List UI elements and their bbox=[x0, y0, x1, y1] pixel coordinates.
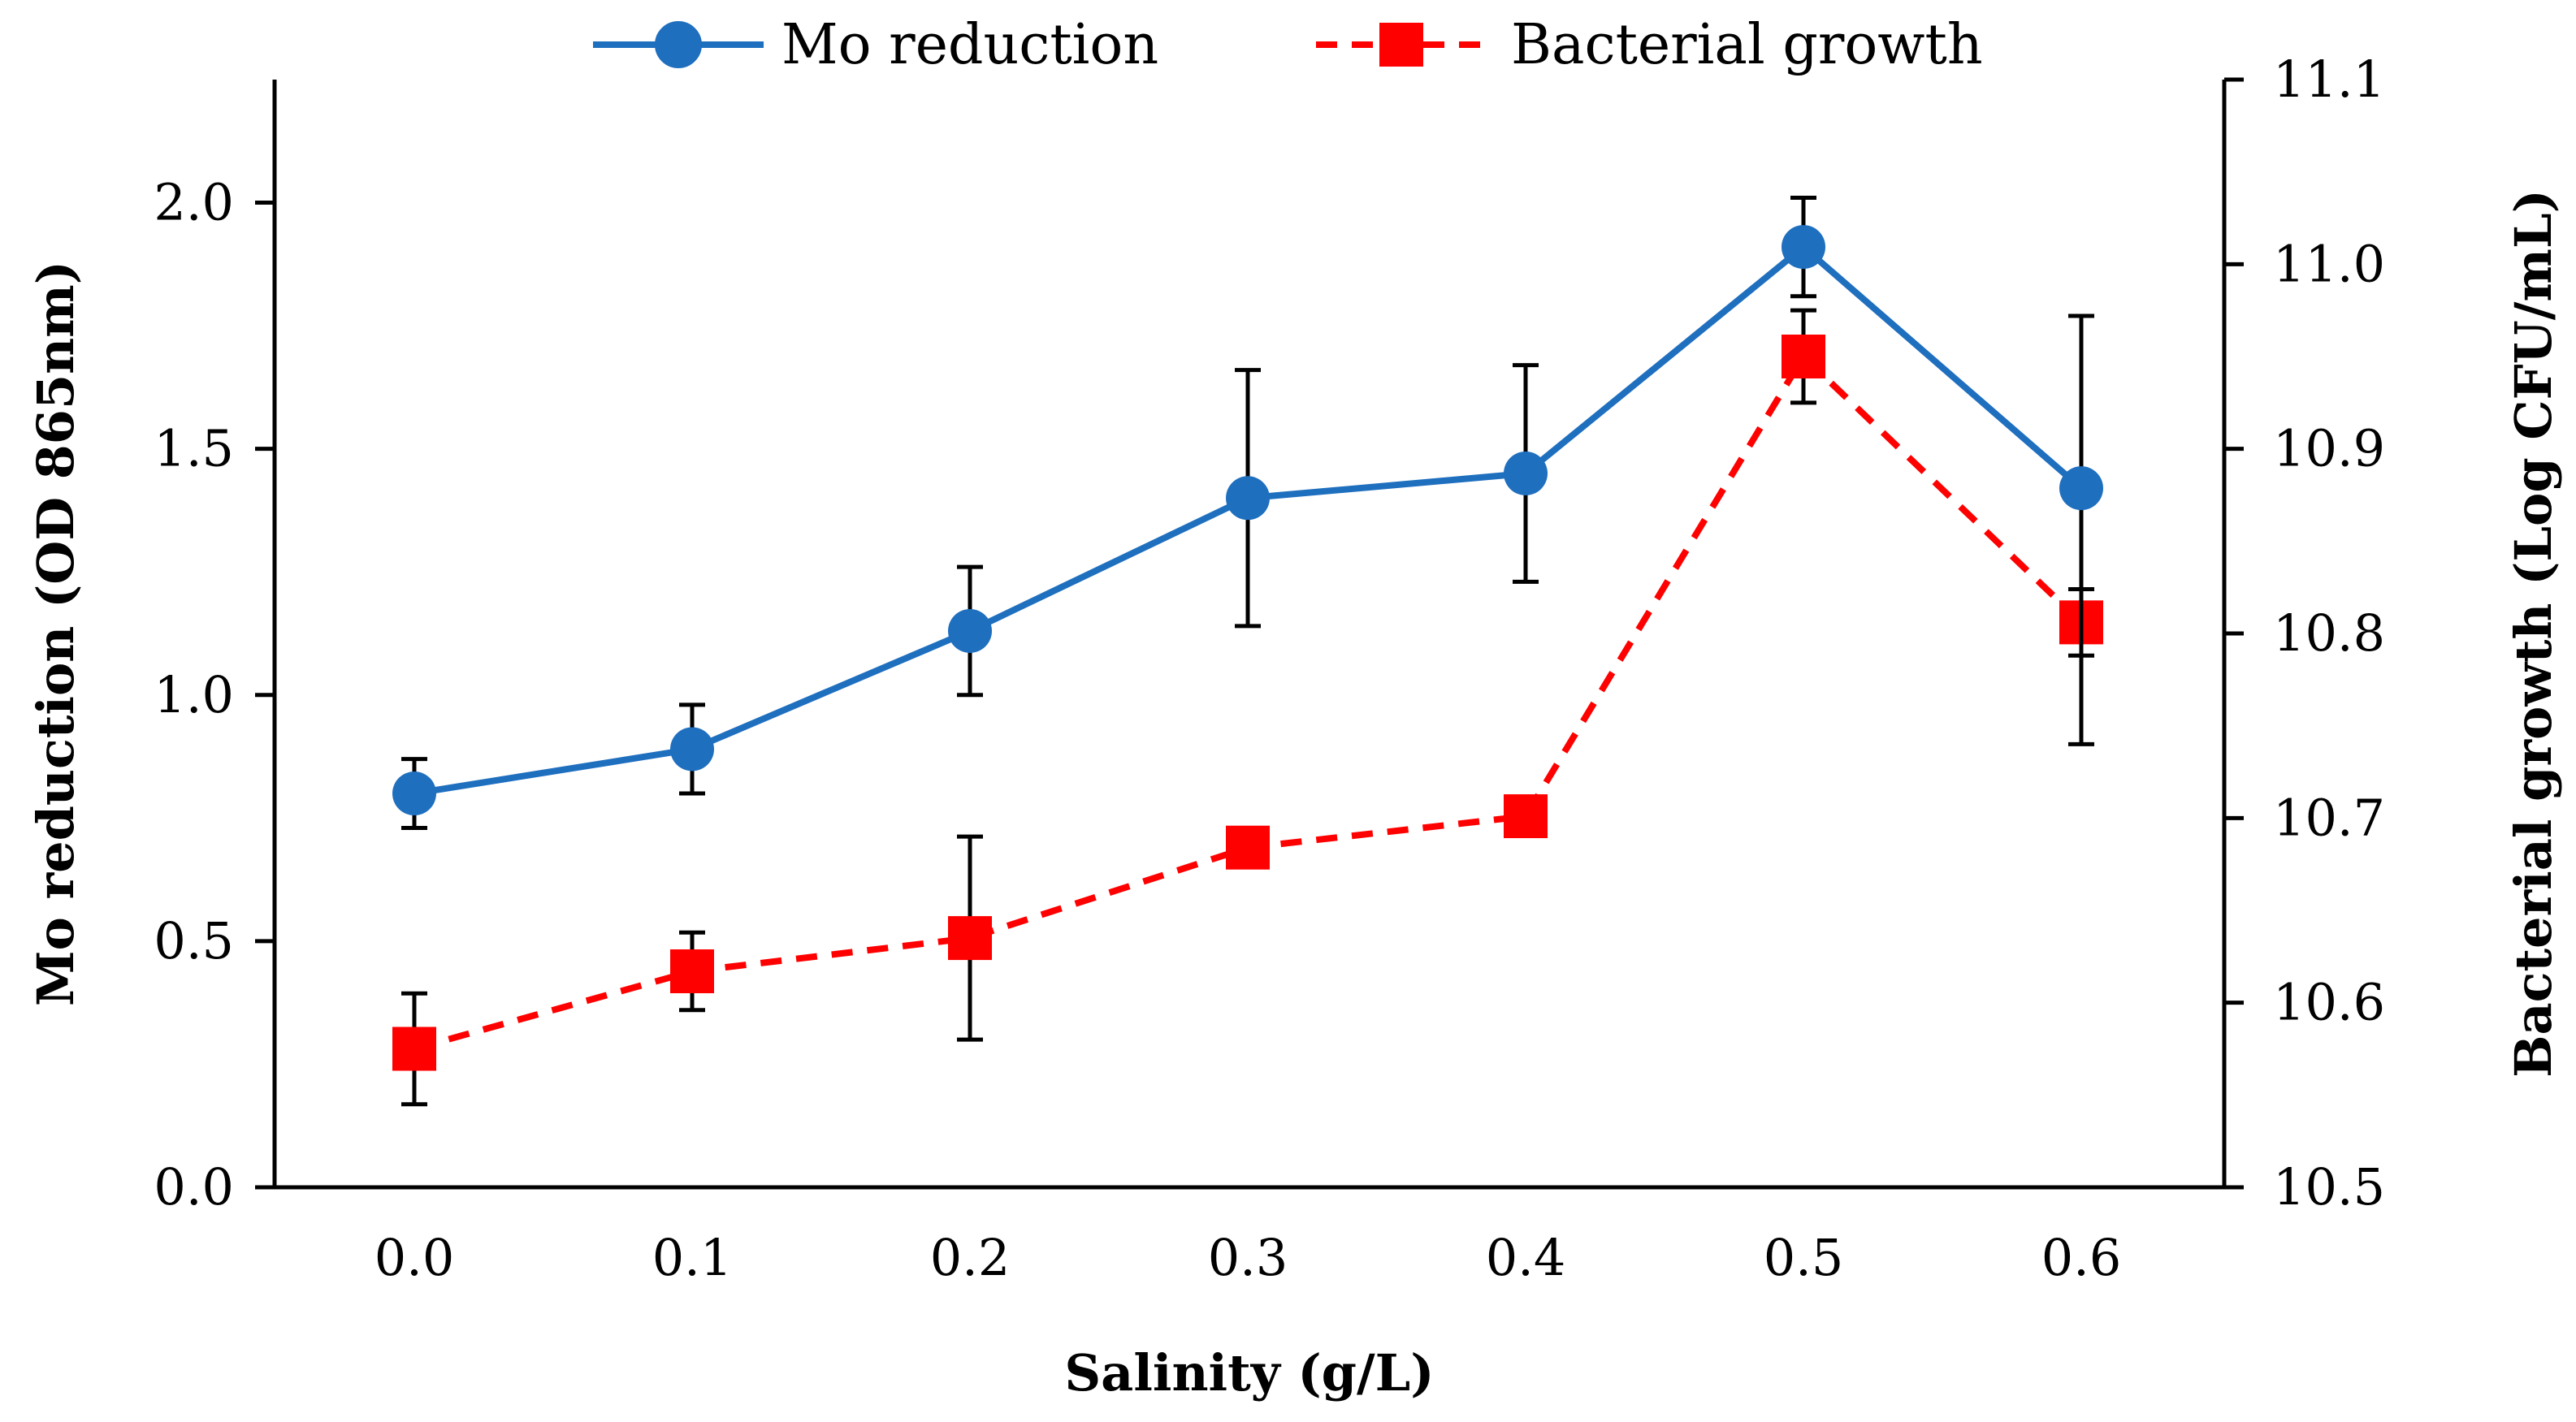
data-point-bacterial-growth bbox=[392, 1027, 436, 1071]
data-point-mo-reduction bbox=[1504, 451, 1548, 495]
series-mo-reduction bbox=[392, 195, 2103, 830]
legend-label-mo-reduction: Mo reduction bbox=[781, 13, 1158, 77]
y-right-tick-label: 11.1 bbox=[2273, 50, 2385, 109]
x-axis-ticks: 0.0 0.1 0.2 0.3 0.4 0.5 0.6 bbox=[374, 1228, 2122, 1287]
data-point-bacterial-growth bbox=[1226, 825, 1270, 870]
data-point-mo-reduction bbox=[2059, 466, 2103, 511]
x-tick-label: 0.6 bbox=[2041, 1228, 2122, 1287]
y-axis-right-ticks: 10.5 10.6 10.7 10.8 10.9 11.0 11.1 bbox=[2224, 50, 2385, 1217]
y-left-tick-label: 0.5 bbox=[154, 911, 234, 970]
y-right-tick-label: 10.9 bbox=[2273, 419, 2385, 478]
y-axis-right-title: Bacterial growth (Log CFU/mL) bbox=[2504, 189, 2563, 1078]
data-point-mo-reduction bbox=[1782, 225, 1825, 270]
series-bacterial-growth bbox=[392, 308, 2103, 1107]
y-right-tick-label: 10.6 bbox=[2273, 973, 2385, 1032]
y-axis-left-ticks: 0.0 0.5 1.0 1.5 2.0 bbox=[154, 173, 275, 1217]
data-point-mo-reduction bbox=[670, 727, 714, 772]
data-point-mo-reduction bbox=[1226, 476, 1270, 521]
y-left-tick-label: 2.0 bbox=[154, 173, 234, 232]
legend: Mo reduction Bacterial growth bbox=[593, 13, 1983, 77]
legend-label-bacterial-growth: Bacterial growth bbox=[1511, 13, 1983, 77]
y-right-tick-label: 11.0 bbox=[2273, 234, 2385, 293]
y-left-tick-label: 0.0 bbox=[154, 1157, 234, 1217]
x-tick-label: 0.1 bbox=[652, 1228, 733, 1287]
legend-marker-bacterial-growth bbox=[1379, 23, 1423, 67]
data-point-mo-reduction bbox=[392, 772, 436, 816]
data-point-bacterial-growth bbox=[1504, 794, 1548, 839]
y-axis-left-title: Mo reduction (OD 865nm) bbox=[26, 261, 85, 1006]
data-point-bacterial-growth bbox=[1782, 335, 1825, 378]
legend-marker-mo-reduction bbox=[655, 21, 702, 68]
y-left-tick-label: 1.5 bbox=[154, 419, 234, 478]
data-point-bacterial-growth bbox=[948, 916, 992, 961]
error-bar-mo-reduction bbox=[2068, 313, 2094, 746]
y-right-tick-label: 10.5 bbox=[2273, 1157, 2385, 1217]
x-tick-label: 0.4 bbox=[1486, 1228, 1566, 1287]
x-tick-label: 0.0 bbox=[374, 1228, 455, 1287]
x-axis-title: Salinity (g/L) bbox=[1064, 1343, 1434, 1403]
y-right-tick-label: 10.7 bbox=[2273, 788, 2385, 847]
data-point-mo-reduction bbox=[948, 608, 992, 653]
axes bbox=[272, 80, 2227, 1190]
data-point-bacterial-growth bbox=[670, 949, 714, 994]
y-right-tick-label: 10.8 bbox=[2273, 603, 2385, 663]
x-tick-label: 0.2 bbox=[930, 1228, 1011, 1287]
y-left-tick-label: 1.0 bbox=[154, 665, 234, 724]
x-tick-label: 0.5 bbox=[1764, 1228, 1844, 1287]
x-tick-label: 0.3 bbox=[1208, 1228, 1288, 1287]
